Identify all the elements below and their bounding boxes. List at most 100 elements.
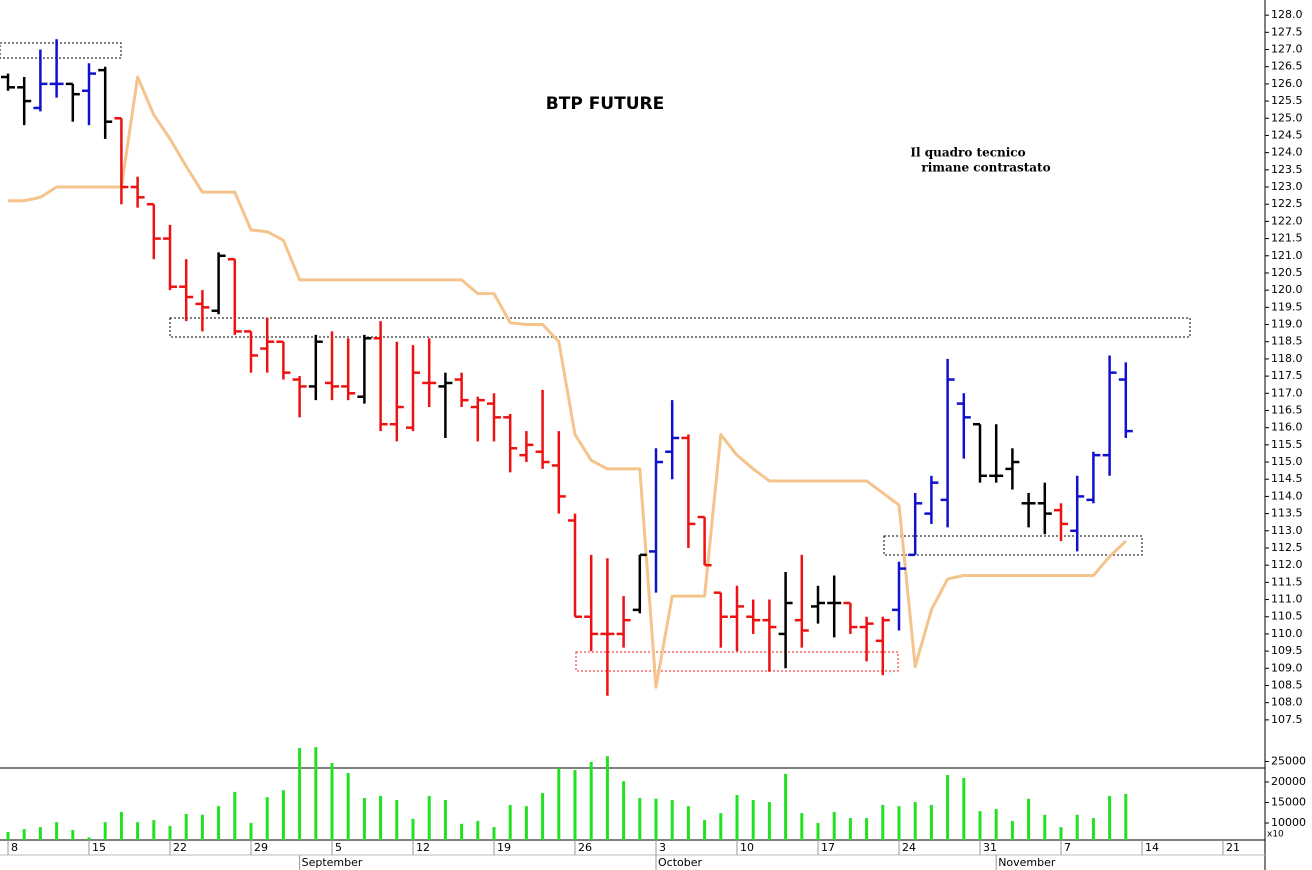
x-tick-label: 21 [1226,841,1240,854]
volume-bar [217,806,221,840]
x-tick-label: 8 [11,841,18,854]
y-tick-label: 111.5 [1271,575,1303,588]
y-tick-label: 112.0 [1271,558,1303,571]
x-tick-label: 24 [902,841,916,854]
volume-bar [184,813,188,840]
volume-bar [103,822,107,840]
volume-bar [865,818,869,840]
x-tick-label: 19 [497,841,511,854]
volume-bar [913,802,917,840]
volume-bar [622,781,626,840]
y-tick-label: 110.5 [1271,610,1303,623]
y-tick-label: 111.0 [1271,593,1303,606]
y-tick-label: 127.0 [1271,43,1303,56]
volume-bar [200,814,204,840]
y-tick-label: 112.5 [1271,541,1303,554]
annotation: rimane contrastato [921,161,1050,175]
volume-bar [1043,814,1047,840]
x-tick-label: 15 [92,841,106,854]
volume-bar [994,809,998,840]
month-label: November [998,856,1056,869]
y-tick-label: 116.5 [1271,403,1303,416]
x-tick-label: 7 [1064,841,1071,854]
volume-bar [816,822,820,840]
x-tick-label: 22 [173,841,187,854]
volume-bar [654,798,658,840]
y-tick-label: 125.5 [1271,94,1303,107]
y-tick-label: 116.0 [1271,421,1303,434]
volume-bar [881,804,885,840]
volume-bar [703,820,707,840]
volume-bar [55,822,59,840]
volume-bar [362,797,366,840]
volume-bar [152,820,156,840]
volume-bar [557,768,561,840]
zone [0,42,122,59]
y-tick-label: 121.0 [1271,249,1303,262]
y-tick-label: 122.5 [1271,197,1303,210]
annotation: Il quadro tecnico [910,146,1025,160]
volume-bar [460,823,464,840]
y-tick-label: 108.0 [1271,696,1303,709]
volume-tick-label: 20000 [1271,775,1306,788]
y-tick-label: 125.0 [1271,111,1303,124]
zone [883,535,1143,556]
volume-bar [1027,798,1031,840]
y-tick-label: 117.5 [1271,369,1303,382]
y-tick-label: 119.5 [1271,300,1303,313]
volume-bar [346,772,350,840]
volume-bar [897,806,901,840]
volume-bar [330,763,334,840]
y-tick-label: 126.5 [1271,60,1303,73]
x-tick-label: 10 [740,841,754,854]
zone [575,651,899,672]
volume-bar [735,795,739,840]
volume-bar [168,825,172,840]
volume-bar [978,811,982,840]
volume-bar [541,793,545,840]
volume-bar [233,791,237,840]
month-label: October [658,856,702,869]
x-tick-label: 12 [416,841,430,854]
unit-label: x10 [1267,830,1284,840]
volume-bar [573,770,577,840]
y-tick-label: 121.5 [1271,232,1303,245]
x-tick-label: 17 [821,841,835,854]
volume-bar [1010,820,1014,840]
y-tick-label: 120.0 [1271,283,1303,296]
x-tick-label: 29 [254,841,268,854]
volume-bar [929,804,933,840]
volume-bar [524,806,528,840]
volume-bar [767,802,771,840]
x-tick-label: 3 [659,841,666,854]
volume-bar [298,747,302,840]
volume-tick-label: 10000 [1271,816,1306,829]
y-tick-label: 124.0 [1271,146,1303,159]
y-tick-label: 120.5 [1271,266,1303,279]
trailing-line [8,75,1127,689]
volume-bar [589,761,593,840]
volume-bar [962,777,966,840]
y-tick-label: 114.0 [1271,489,1303,502]
volume-bar [670,800,674,840]
volume-bar [719,813,723,840]
volume-bar [751,800,755,840]
volume-bar [119,811,123,840]
volume-bar [946,775,950,840]
volume-bar [1091,818,1095,840]
volume-tick-label: 15000 [1271,795,1306,808]
y-tick-label: 117.0 [1271,386,1303,399]
volume-tick-label: 25000 [1271,754,1306,767]
chart-title: BTP FUTURE [546,94,664,114]
volume-bar [443,800,447,840]
volume-bar [1059,827,1063,840]
y-tick-label: 114.5 [1271,472,1303,485]
y-tick-label: 118.0 [1271,352,1303,365]
y-tick-label: 108.5 [1271,678,1303,691]
volume-bar [800,813,804,840]
zone [169,317,1191,338]
volume-bar [6,832,10,840]
y-tick-label: 119.0 [1271,318,1303,331]
volume-bar [265,797,269,840]
